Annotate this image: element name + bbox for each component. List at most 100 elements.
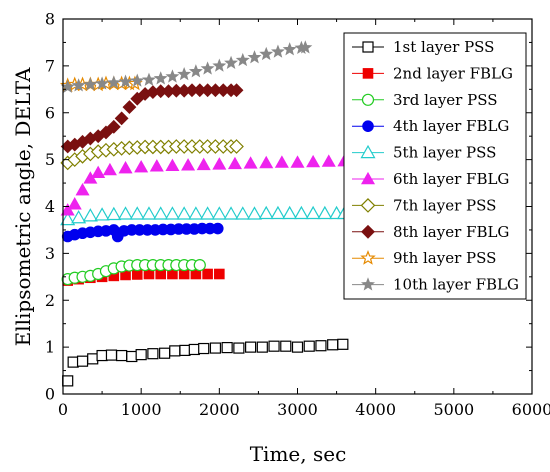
legend-marker <box>360 250 376 265</box>
data-point <box>134 160 149 173</box>
data-point <box>211 222 224 235</box>
data-point <box>315 340 327 352</box>
series-3 <box>61 258 206 286</box>
data-point <box>243 156 258 169</box>
data-point <box>169 345 181 357</box>
legend-marker <box>361 224 375 239</box>
plot-data <box>59 40 352 387</box>
data-point <box>337 338 349 350</box>
data-point <box>165 69 180 83</box>
legend-marker <box>362 120 374 132</box>
data-point <box>212 157 227 170</box>
series-4 <box>61 222 224 243</box>
data-point <box>114 111 129 126</box>
data-point <box>214 268 225 280</box>
y-tick-label: 4 <box>45 197 55 216</box>
data-point <box>259 155 274 169</box>
series-1 <box>62 338 349 387</box>
data-point <box>247 50 262 64</box>
data-point <box>159 347 171 359</box>
data-point <box>181 158 196 171</box>
data-point <box>209 342 222 354</box>
data-point <box>62 375 74 387</box>
data-point <box>99 125 113 140</box>
legend-item: 8th layer FBLG <box>352 223 509 241</box>
data-point <box>245 341 257 353</box>
data-point <box>164 206 180 220</box>
data-point <box>94 207 110 221</box>
data-point <box>303 340 315 352</box>
legend-label: 9th layer PSS <box>393 249 496 267</box>
data-point <box>211 206 227 220</box>
y-tick-label: 5 <box>45 150 55 169</box>
data-point <box>188 343 200 356</box>
legend-marker <box>361 277 375 291</box>
legend-item: 6th layer FBLG <box>352 170 509 188</box>
data-point <box>270 205 286 220</box>
data-point <box>327 339 339 351</box>
data-point <box>105 349 118 361</box>
data-point <box>141 206 157 220</box>
data-point <box>293 205 309 220</box>
data-point <box>106 119 121 134</box>
data-point <box>270 44 285 58</box>
data-point <box>142 72 156 86</box>
data-point <box>129 206 145 220</box>
data-point <box>321 154 336 167</box>
y-tick-label: 1 <box>45 338 55 357</box>
data-point <box>235 52 250 67</box>
x-tick-label: 4000 <box>355 400 396 419</box>
data-point <box>126 350 138 363</box>
data-point <box>282 42 297 56</box>
x-tick-label: 2000 <box>199 400 240 419</box>
data-point <box>71 78 86 92</box>
data-point <box>212 58 227 72</box>
data-point <box>193 258 206 272</box>
legend-marker <box>360 144 376 159</box>
y-tick-label: 0 <box>45 385 55 404</box>
data-point <box>130 73 145 87</box>
y-tick-label: 3 <box>45 244 55 263</box>
legend-marker <box>361 93 375 106</box>
data-point <box>317 205 333 220</box>
data-point <box>282 205 298 220</box>
legend-label: 3rd layer PSS <box>393 91 498 109</box>
legend-label: 6th layer FBLG <box>393 170 509 188</box>
data-point <box>153 71 168 85</box>
x-tick-label: 5000 <box>433 400 474 419</box>
data-point <box>177 66 192 81</box>
legend-label: 10th layer FBLG <box>393 276 519 294</box>
legend-marker <box>362 68 374 79</box>
axis-ticks: 0 1000 2000 3000 4000 5000 6000 0 1 2 3 4 5 6 7 8 <box>45 10 550 420</box>
legend-item: 2nd layer FBLG <box>352 64 513 82</box>
legend-marker <box>362 41 374 53</box>
data-point <box>229 83 244 98</box>
data-point <box>259 46 274 61</box>
data-point <box>60 203 75 216</box>
data-point <box>118 160 133 174</box>
legend-item: 9th layer PSS <box>352 249 496 267</box>
y-axis-title: Ellipsometric angle, DELTA <box>11 67 35 346</box>
series-6 <box>60 153 352 216</box>
data-point <box>96 349 108 362</box>
legend-item: 3rd layer PSS <box>352 91 498 109</box>
legend-item: 10th layer FBLG <box>352 276 519 294</box>
data-point <box>179 344 191 357</box>
data-point <box>200 206 216 220</box>
legend: 1st layer PSS 2nd layer FBLG 3rd layer PSS… <box>343 32 527 300</box>
data-point <box>83 77 98 91</box>
legend-label: 5th layer PSS <box>393 144 496 162</box>
data-point <box>76 355 89 367</box>
legend-marker <box>360 171 376 185</box>
legend-item: 7th layer PSS <box>352 196 496 214</box>
data-point <box>188 206 204 220</box>
data-point <box>233 342 245 354</box>
data-point <box>227 156 242 170</box>
data-point <box>67 356 79 368</box>
data-point <box>102 162 117 176</box>
data-point <box>246 206 263 220</box>
data-point <box>176 206 192 220</box>
data-point <box>75 182 90 196</box>
legend-box <box>343 32 527 300</box>
